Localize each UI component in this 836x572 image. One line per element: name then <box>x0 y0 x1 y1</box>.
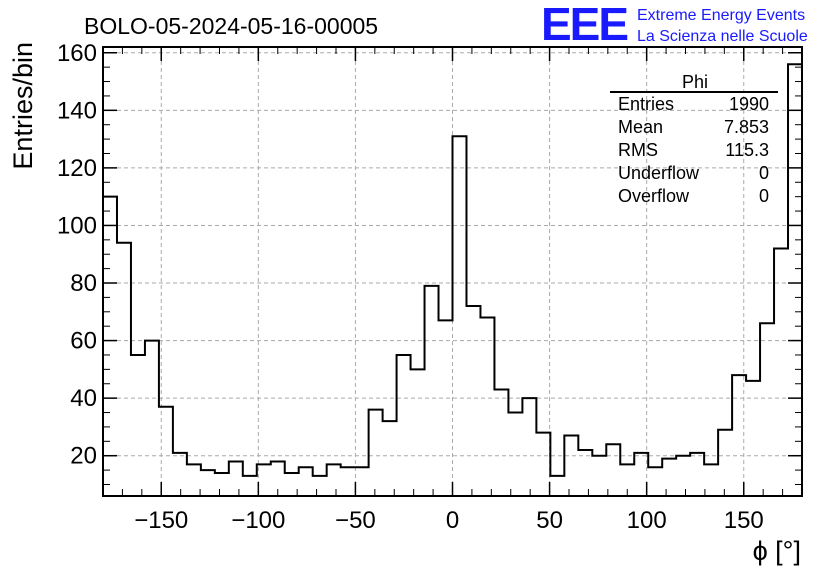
histogram-bin <box>550 476 564 496</box>
y-tick-label: 60 <box>70 328 97 355</box>
histogram-outline <box>103 63 802 477</box>
y-tick-label: 40 <box>70 385 97 412</box>
y-tick-label: 100 <box>57 212 97 239</box>
histogram-bin <box>383 421 397 496</box>
x-axis-label: ϕ [°] <box>753 536 801 566</box>
eee-logo-line2: La Scienza nelle Scuole <box>637 28 808 45</box>
histogram-bin <box>229 461 243 496</box>
histogram-bin <box>676 456 690 496</box>
histogram-bin <box>494 390 508 496</box>
histogram-bin <box>355 467 369 496</box>
x-tick-label: 0 <box>446 507 459 534</box>
histogram-bin <box>439 320 453 496</box>
histogram-bin <box>704 464 718 496</box>
histogram-bin <box>369 410 383 496</box>
histogram-bin <box>411 369 425 496</box>
histogram-bin <box>341 467 355 496</box>
y-tick-label: 20 <box>70 443 97 470</box>
histogram-bin <box>592 456 606 496</box>
histogram-bin <box>480 318 494 496</box>
x-tick-label: 100 <box>627 507 667 534</box>
histogram-bin <box>508 413 522 496</box>
axis-ticks <box>102 47 803 496</box>
histogram-bin <box>313 476 327 496</box>
eee-logo-line1: Extreme Energy Events <box>637 7 805 24</box>
y-tick-label: 160 <box>57 40 97 67</box>
histogram-bin <box>662 459 676 496</box>
stats-row-label: RMS <box>618 140 658 160</box>
run-title: BOLO-05-2024-05-16-00005 <box>84 13 378 39</box>
histogram-bin <box>648 467 662 496</box>
x-tick-label: 150 <box>724 507 764 534</box>
stats-row-label: Entries <box>618 94 674 114</box>
histogram-bin <box>425 286 439 496</box>
stats-row-label: Underflow <box>618 163 700 183</box>
stats-row-value: 1990 <box>729 94 769 114</box>
stats-row-value: 0 <box>759 186 769 206</box>
y-tick-label: 140 <box>57 97 97 124</box>
stats-row-label: Mean <box>618 117 663 137</box>
histogram-bin <box>774 248 788 496</box>
histogram-bin <box>201 470 215 496</box>
histogram-bin <box>578 450 592 496</box>
y-tick-label: 120 <box>57 155 97 182</box>
eee-logo-mark: EEE <box>541 0 627 50</box>
histogram-bin <box>145 341 159 496</box>
x-tick-label: −50 <box>335 507 376 534</box>
histogram-bin <box>173 453 187 496</box>
histogram-bin <box>397 355 411 496</box>
stats-row-value: 7.853 <box>724 117 769 137</box>
histogram-bin <box>117 243 131 496</box>
histogram-bin <box>466 306 480 496</box>
histogram-bin <box>564 436 578 496</box>
histogram-bin <box>606 444 620 496</box>
histogram-bin <box>760 323 774 496</box>
x-tick-label: 50 <box>536 507 563 534</box>
histogram-bin <box>788 64 802 496</box>
histogram-bin <box>690 453 704 496</box>
histogram-bin <box>215 473 229 496</box>
stats-row-label: Overflow <box>618 186 690 206</box>
histogram-bin <box>103 197 117 496</box>
histogram-bin <box>718 430 732 496</box>
histogram-bin <box>327 464 341 496</box>
x-tick-label: −100 <box>231 507 285 534</box>
y-axis-label: Entries/bin <box>8 42 38 170</box>
x-tick-label: −150 <box>134 507 188 534</box>
histogram-bin <box>285 473 299 496</box>
stats-row-value: 115.3 <box>725 140 769 160</box>
stats-title: Phi <box>682 72 708 92</box>
histogram-bin <box>536 433 550 496</box>
histogram-bin <box>187 464 201 496</box>
stats-box: Phi Entries 1990 Mean 7.853 RMS 115.3 Underflo… <box>610 72 778 206</box>
histogram-bin <box>131 355 145 496</box>
y-tick-label: 80 <box>70 270 97 297</box>
stats-row-value: 0 <box>759 163 769 183</box>
y-tick-labels: 20 40 60 80 100 120 140 160 <box>57 40 97 470</box>
histogram-bin <box>243 476 257 496</box>
histogram-bin <box>453 136 467 496</box>
x-tick-labels: −150 −100 −50 0 50 100 150 <box>134 507 764 534</box>
histogram-bin <box>522 398 536 496</box>
histogram-bin <box>299 467 313 496</box>
eee-logo: EEE Extreme Energy Events La Scienza nel… <box>541 0 808 50</box>
